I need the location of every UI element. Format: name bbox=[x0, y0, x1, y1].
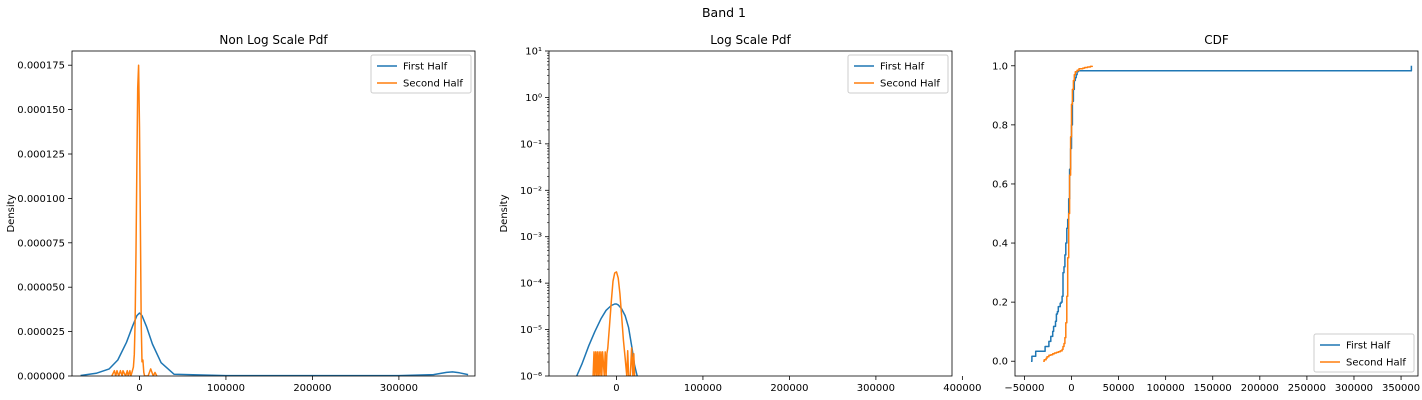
suptitle: Band 1 bbox=[702, 5, 746, 20]
axes-frame bbox=[71, 50, 476, 377]
y-tick-label: 10⁻⁶ bbox=[520, 372, 542, 383]
y-tick-label: 0.000125 bbox=[17, 150, 65, 161]
legend: First Half Second Half bbox=[370, 54, 472, 94]
y-axis: 0.0 0.2 0.4 0.6 0.8 1.0 bbox=[992, 61, 1015, 368]
x-tick-label: 300000 bbox=[857, 383, 895, 394]
x-tick-label: 100000 bbox=[1147, 383, 1185, 394]
series-line-second-half bbox=[111, 64, 158, 376]
x-tick-label: −50000 bbox=[1004, 383, 1044, 394]
y-tick-label: 0.8 bbox=[992, 120, 1008, 131]
legend-label: First Half bbox=[403, 62, 448, 73]
y-tick-label: 0.6 bbox=[992, 179, 1008, 190]
y-tick-label: 0.000000 bbox=[17, 372, 65, 383]
panels: Non Log Scale Pdf Density 0 100000 200000 300… bbox=[6, 33, 1420, 394]
x-tick-label: 100000 bbox=[684, 383, 722, 394]
x-tick-label: 350000 bbox=[1382, 383, 1420, 394]
y-tick-label: 0.4 bbox=[992, 239, 1008, 250]
legend-label: First Half bbox=[880, 62, 925, 73]
series-group bbox=[80, 64, 469, 376]
x-tick-label: 200000 bbox=[770, 383, 808, 394]
x-tick-label: 200000 bbox=[1241, 383, 1279, 394]
y-tick-label: 10⁰ bbox=[525, 93, 542, 104]
x-tick-label: 400000 bbox=[943, 383, 981, 394]
y-tick-label: 1.0 bbox=[992, 61, 1008, 72]
y-tick-label: 0.000175 bbox=[17, 61, 65, 72]
axes-frame bbox=[1014, 50, 1419, 377]
y-tick-label: 10⁻² bbox=[520, 186, 542, 197]
y-axis-label: Density bbox=[499, 194, 510, 232]
y-axis: 10⁻⁶ 10⁻⁵ 10⁻⁴ 10⁻³ 10⁻² 10⁻¹ 10⁰ 10¹ bbox=[520, 47, 549, 383]
y-tick-label: 0.0 bbox=[992, 357, 1008, 368]
y-tick-label: 0.000100 bbox=[17, 194, 65, 205]
series-group bbox=[1031, 65, 1413, 362]
legend-label: Second Half bbox=[1346, 358, 1406, 369]
x-tick-label: 0 bbox=[1068, 383, 1074, 394]
chart-panel-1: Non Log Scale Pdf Density 0 100000 200000 300… bbox=[6, 33, 476, 394]
y-tick-label: 0.000050 bbox=[17, 283, 65, 294]
y-tick-label: 10⁻³ bbox=[520, 232, 542, 243]
legend-label: Second Half bbox=[880, 79, 940, 90]
x-tick-label: 150000 bbox=[1194, 383, 1232, 394]
chart-title: Log Scale Pdf bbox=[710, 33, 791, 47]
x-tick-label: 100000 bbox=[207, 383, 245, 394]
x-tick-label: 300000 bbox=[1335, 383, 1373, 394]
y-tick-label: 10⁻⁴ bbox=[520, 279, 542, 290]
x-axis: −50000 0 50000 100000 150000 200000 250000 3000… bbox=[1004, 376, 1420, 394]
x-tick-label: 250000 bbox=[1288, 383, 1326, 394]
series-line-first-half bbox=[576, 303, 638, 376]
y-tick-label: 0.000075 bbox=[17, 238, 65, 249]
x-tick-label: 0 bbox=[613, 383, 619, 394]
x-tick-label: 0 bbox=[136, 383, 142, 394]
x-tick-label: 50000 bbox=[1103, 383, 1135, 394]
x-axis: 0 100000 200000 300000 400000 bbox=[613, 376, 981, 394]
chart-title: CDF bbox=[1204, 33, 1229, 47]
series-group bbox=[576, 271, 638, 376]
y-tick-label: 10¹ bbox=[525, 47, 542, 58]
y-tick-label: 10⁻¹ bbox=[520, 139, 542, 150]
y-axis: 0.000000 0.000025 0.000050 0.000075 0.000100… bbox=[17, 61, 72, 383]
series-line-first-half bbox=[80, 312, 469, 376]
legend: First Half Second Half bbox=[1313, 333, 1415, 373]
y-tick-label: 0.000025 bbox=[17, 327, 65, 338]
series-line-first-half bbox=[1031, 65, 1413, 362]
x-tick-label: 200000 bbox=[293, 383, 331, 394]
legend-label: First Half bbox=[1346, 341, 1391, 352]
chart-panel-3: CDF −50000 0 50000 100000 150000 200000 250000 3… bbox=[992, 33, 1420, 394]
y-tick-label: 0.000150 bbox=[17, 105, 65, 116]
chart-title: Non Log Scale Pdf bbox=[219, 33, 328, 47]
y-tick-label: 10⁻⁵ bbox=[520, 325, 542, 336]
chart-panel-2: Log Scale Pdf Density 0 100000 200000 300000 4… bbox=[499, 33, 981, 394]
y-tick-label: 0.2 bbox=[992, 298, 1008, 309]
x-tick-label: 300000 bbox=[380, 383, 418, 394]
x-axis: 0 100000 200000 300000 bbox=[136, 376, 418, 394]
axes-frame bbox=[548, 50, 953, 377]
series-line-second-half bbox=[1043, 65, 1093, 362]
y-axis-label: Density bbox=[6, 194, 17, 232]
legend-label: Second Half bbox=[403, 79, 463, 90]
series-line-second-half bbox=[592, 271, 636, 376]
legend: First Half Second Half bbox=[847, 54, 949, 94]
